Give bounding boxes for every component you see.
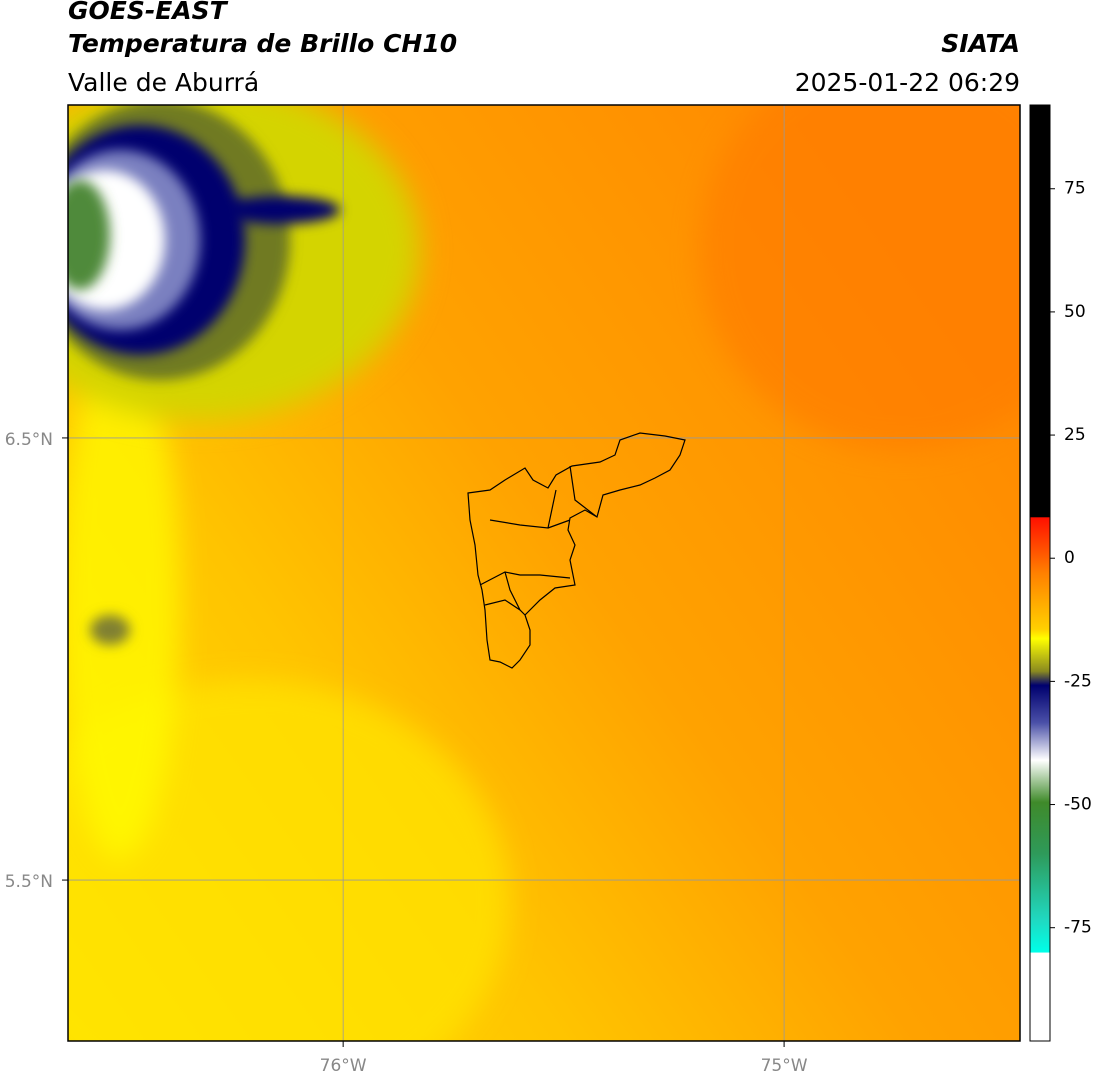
colorbar-tick-label: 75	[1064, 179, 1086, 199]
colorbar-tick-label: -75	[1064, 918, 1092, 938]
subtitle: Temperatura de Brillo CH10	[68, 29, 457, 58]
x-tick-label: 76°W	[320, 1056, 367, 1076]
y-tick-label: 5.5°N	[5, 872, 53, 892]
colorbar-tick-label: 0	[1064, 548, 1075, 568]
timestamp: 2025-01-22 06:29	[795, 68, 1020, 97]
y-tick-label: 6.5°N	[5, 430, 53, 450]
colorbar-tick-label: -50	[1064, 795, 1092, 815]
title: GOES-EAST	[68, 0, 229, 25]
map-frame	[67, 104, 1021, 1042]
colorbar-tick-label: 50	[1064, 302, 1086, 322]
satellite-image	[68, 105, 1020, 1041]
colorbar	[1029, 104, 1051, 1042]
x-tick-label: 75°W	[761, 1056, 808, 1076]
graticule	[68, 105, 1020, 1041]
valley-outline	[467, 432, 686, 669]
source: SIATA	[941, 29, 1020, 58]
colorbar-tick-label: -25	[1064, 671, 1092, 691]
region: Valle de Aburrá	[68, 68, 259, 97]
colorbar-tick-label: 25	[1064, 425, 1086, 445]
